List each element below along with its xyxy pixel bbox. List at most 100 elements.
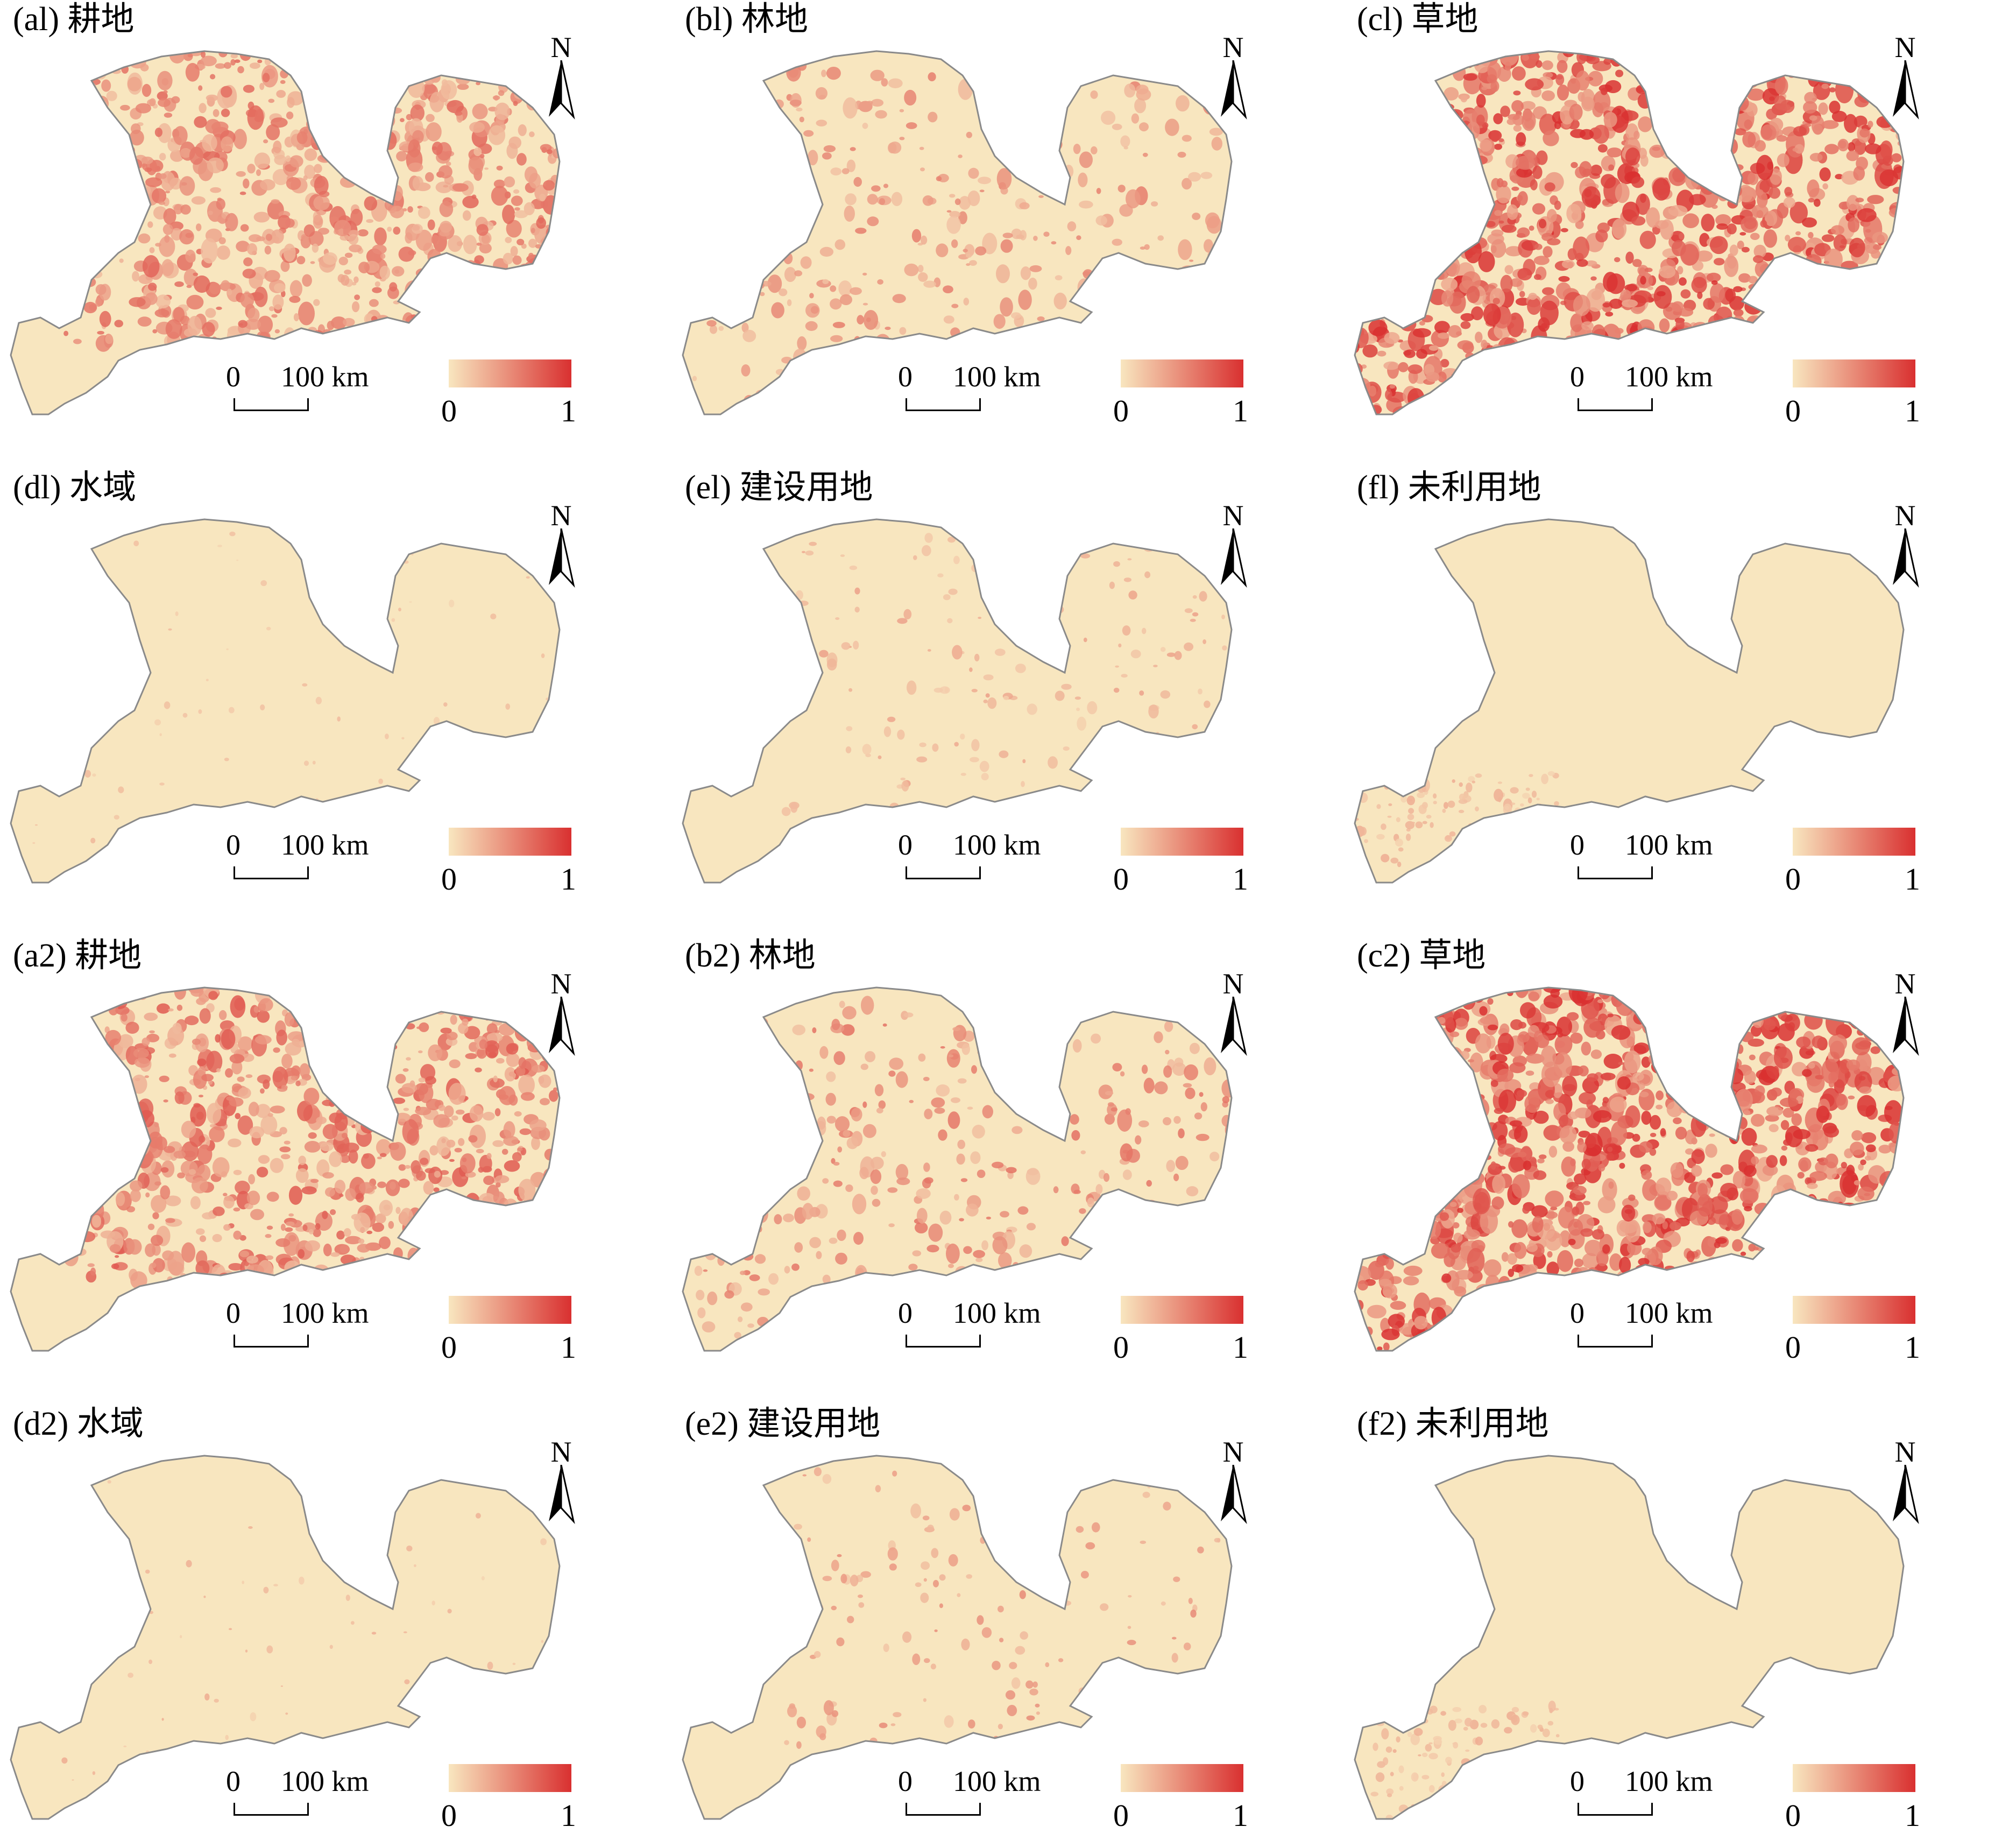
- legend-gradient: [1121, 828, 1243, 856]
- scale-line: [1578, 866, 1653, 879]
- scale-bar: 0 100 km: [893, 829, 1054, 893]
- north-label: N: [550, 31, 572, 64]
- north-label: N: [1894, 31, 1916, 64]
- legend-max-label: 1: [1233, 393, 1248, 428]
- scale-line: [906, 398, 981, 411]
- legend-min-label: 0: [1785, 1330, 1801, 1365]
- north-label: N: [1894, 499, 1916, 532]
- study-area: [1355, 519, 1904, 883]
- panel-title: (al) 耕地: [13, 1, 135, 38]
- north-arrow-icon: [549, 997, 575, 1056]
- north-label: N: [1222, 31, 1244, 64]
- legend-gradient: [1121, 359, 1243, 387]
- panel-title: (cl) 草地: [1357, 1, 1479, 38]
- scale-bar: 0 100 km: [221, 1297, 382, 1362]
- map-panel-b1: (bl) 林地 N 0 100 km 0 1: [672, 0, 1344, 460]
- scale-line: [1578, 1803, 1653, 1816]
- panel-title: (e2) 建设用地: [685, 1406, 881, 1442]
- north-arrow-icon: [1221, 528, 1247, 588]
- legend-min-label: 0: [1785, 1798, 1801, 1833]
- panel-title: (fl) 未利用地: [1357, 469, 1541, 506]
- legend-gradient: [449, 1764, 571, 1792]
- region-boundary: [10, 518, 561, 884]
- scale-distance-label: 100 km: [953, 1765, 1041, 1797]
- scale-zero-label: 0: [898, 361, 912, 393]
- scale-zero-label: 0: [1570, 1297, 1584, 1329]
- scale-zero-label: 0: [898, 829, 912, 861]
- north-arrow-icon: [1221, 1465, 1247, 1524]
- scale-distance-label: 100 km: [1625, 829, 1713, 861]
- scale-distance-label: 100 km: [281, 361, 369, 393]
- land-use-map: [682, 518, 1233, 884]
- study-area: [11, 1456, 560, 1819]
- scale-distance-label: 100 km: [281, 1765, 369, 1797]
- legend-max-label: 1: [1905, 393, 1920, 428]
- legend-min-label: 0: [441, 393, 457, 428]
- scale-distance-label: 100 km: [953, 1297, 1041, 1329]
- north-label: N: [550, 1436, 572, 1468]
- north-arrow: N: [1886, 969, 1924, 1056]
- north-arrow-icon: [1893, 60, 1919, 119]
- scale-line: [234, 398, 309, 411]
- map-panel-d2: (d2) 水域 N 0 100 km 0 1: [0, 1405, 672, 1841]
- study-area: [683, 987, 1232, 1351]
- map-panel-f1: (fl) 未利用地 N 0 100 km 0 1: [1344, 468, 2016, 928]
- north-label: N: [550, 499, 572, 532]
- panel-title: (f2) 未利用地: [1357, 1406, 1549, 1442]
- north-arrow: N: [542, 31, 580, 119]
- scale-distance-label: 100 km: [953, 361, 1041, 393]
- north-label: N: [1222, 1436, 1244, 1468]
- scale-zero-label: 0: [1570, 829, 1584, 861]
- map-panel-e2: (e2) 建设用地 N 0 100 km 0 1: [672, 1405, 1344, 1841]
- legend-min-label: 0: [441, 1798, 457, 1833]
- scale-zero-label: 0: [226, 1297, 240, 1329]
- panel-title: (a2) 耕地: [13, 937, 142, 974]
- legend-max-label: 1: [561, 862, 576, 897]
- legend-min-label: 0: [1785, 393, 1801, 428]
- map-panel-a2: (a2) 耕地 N 0 100 km 0 1: [0, 936, 672, 1396]
- scale-zero-label: 0: [1570, 361, 1584, 393]
- scale-line: [1578, 398, 1653, 411]
- land-use-map: [10, 1455, 561, 1820]
- scale-bar: 0 100 km: [893, 1765, 1054, 1830]
- north-arrow: N: [542, 969, 580, 1056]
- panel-title: (c2) 草地: [1357, 937, 1486, 974]
- scale-line: [234, 866, 309, 879]
- scale-bar: 0 100 km: [1565, 1297, 1726, 1362]
- scale-bar: 0 100 km: [1565, 829, 1726, 893]
- region-boundary: [1354, 518, 1905, 884]
- land-use-map: [1354, 986, 1905, 1352]
- north-label: N: [1222, 499, 1244, 532]
- north-arrow-icon: [1893, 528, 1919, 588]
- region-boundary: [682, 518, 1233, 884]
- study-area: [683, 519, 1232, 883]
- north-arrow: N: [1214, 1436, 1252, 1524]
- legend-gradient: [1793, 1296, 1915, 1324]
- legend-gradient: [449, 359, 571, 387]
- land-use-map: [10, 986, 561, 1352]
- scale-bar: 0 100 km: [221, 1765, 382, 1830]
- scale-line: [906, 1803, 981, 1816]
- legend-min-label: 0: [441, 1330, 457, 1365]
- region-boundary: [1354, 1455, 1905, 1820]
- land-use-map: [682, 986, 1233, 1352]
- scale-zero-label: 0: [226, 829, 240, 861]
- scale-distance-label: 100 km: [1625, 1297, 1713, 1329]
- region-boundary: [682, 1455, 1233, 1820]
- north-arrow-icon: [1221, 997, 1247, 1056]
- legend-max-label: 1: [1905, 1330, 1920, 1365]
- legend-gradient: [1793, 359, 1915, 387]
- scale-bar: 0 100 km: [221, 361, 382, 425]
- map-panel-a1: (al) 耕地 N 0 100 km 0 1: [0, 0, 672, 460]
- scale-distance-label: 100 km: [281, 1297, 369, 1329]
- north-arrow-icon: [549, 528, 575, 588]
- scale-distance-label: 100 km: [1625, 361, 1713, 393]
